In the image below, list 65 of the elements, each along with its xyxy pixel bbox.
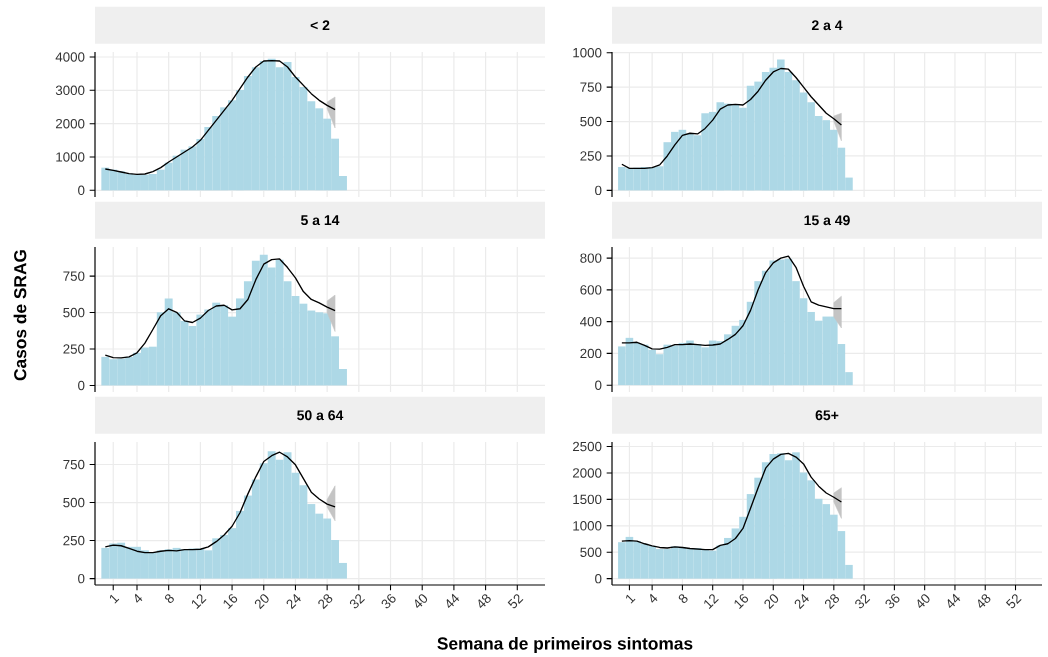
y-tick-label: 750 — [580, 82, 602, 92]
y-tick-label: 1000 — [573, 521, 602, 531]
chart-title: 65+ — [815, 410, 839, 421]
x-tick-label: 28 — [824, 594, 840, 610]
x-tick-label: 52 — [1005, 594, 1022, 609]
y-tick-label: 750 — [63, 459, 85, 470]
y-tick-label: 0 — [595, 185, 602, 196]
y-tick-label: 2000 — [55, 118, 85, 129]
chart-title: 2 a 4 — [811, 20, 843, 31]
x-tick-label: 12 — [191, 594, 207, 609]
x-tick-label: 4 — [134, 593, 143, 603]
y-tick-label: 0 — [78, 185, 85, 196]
y-tick-label: 400 — [580, 316, 602, 327]
x-tick-label: 44 — [446, 593, 460, 608]
x-tick-label: 24 — [794, 593, 809, 610]
x-tick-label: 48 — [478, 594, 491, 608]
chart-title: 50 a 64 — [297, 410, 344, 421]
x-tick-label: 1 — [109, 594, 120, 604]
x-axis-title: Semana de primeiros sintomas — [437, 636, 693, 654]
x-tick-label: 48 — [978, 594, 991, 608]
x-tick-label: 16 — [223, 594, 238, 609]
x-tick-label: 24 — [286, 593, 301, 610]
y-tick-label: 0 — [78, 380, 85, 391]
y-tick-label: 3000 — [55, 85, 85, 96]
y-tick-label: 500 — [580, 547, 602, 557]
x-tick-label: 20 — [254, 594, 269, 610]
y-tick-label: 600 — [580, 285, 602, 295]
x-tick-label: 8 — [165, 594, 174, 604]
x-tick-label: 32 — [349, 594, 365, 609]
chart-title: 15 a 49 — [804, 215, 850, 226]
x-tick-label: 28 — [318, 594, 333, 610]
x-tick-label: 8 — [678, 594, 688, 604]
y-tick-label: 500 — [63, 497, 85, 508]
y-axis-title: Casos de SRAG — [13, 250, 27, 381]
x-tick-label: 40 — [917, 594, 930, 608]
y-tick-label: 250 — [63, 344, 85, 354]
x-tick-label: 36 — [381, 594, 396, 609]
y-tick-label: 1000 — [573, 47, 602, 58]
y-tick-label: 1000 — [56, 152, 85, 162]
y-tick-label: 0 — [78, 573, 85, 584]
y-tick-label: 800 — [580, 253, 602, 263]
x-tick-label: 1 — [626, 594, 636, 604]
y-tick-label: 2500 — [572, 441, 602, 452]
y-tick-label: 0 — [595, 573, 602, 584]
x-tick-label: 36 — [885, 594, 900, 609]
x-tick-label: 40 — [415, 594, 428, 608]
y-tick-label: 250 — [580, 151, 602, 161]
y-tick-label: 2000 — [572, 468, 602, 478]
x-tick-label: 20 — [764, 594, 779, 610]
y-tick-label: 0 — [595, 380, 602, 390]
y-tick-label: 500 — [63, 307, 85, 318]
x-tick-label: 16 — [734, 594, 749, 609]
y-tick-label: 500 — [580, 116, 602, 127]
x-tick-label: 52 — [507, 594, 524, 609]
y-tick-label: 200 — [580, 348, 602, 359]
x-tick-label: 32 — [855, 594, 871, 609]
y-tick-label: 250 — [63, 535, 85, 546]
y-tick-label: 4000 — [55, 52, 85, 62]
chart-title: < 2 — [310, 20, 330, 31]
x-tick-label: 4 — [650, 593, 658, 603]
y-tick-label: 1500 — [573, 494, 602, 505]
x-tick-label: 12 — [704, 594, 719, 609]
y-tick-label: 750 — [63, 271, 85, 281]
chart-title: 5 a 14 — [300, 215, 340, 226]
x-tick-label: 44 — [947, 593, 961, 608]
